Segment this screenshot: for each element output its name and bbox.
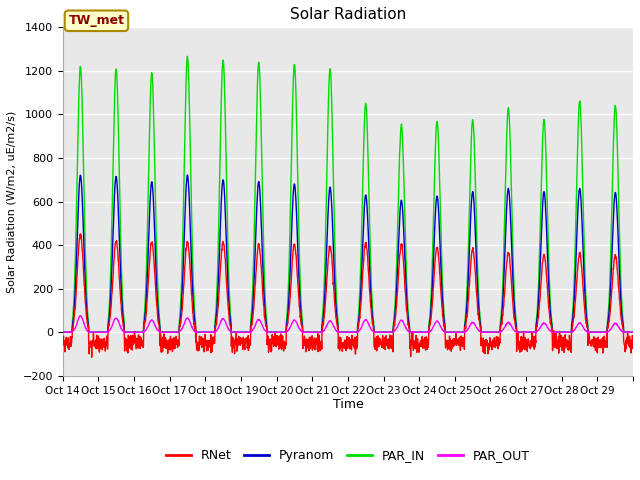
Text: TW_met: TW_met [68, 14, 124, 27]
Legend: RNet, Pyranom, PAR_IN, PAR_OUT: RNet, Pyranom, PAR_IN, PAR_OUT [161, 444, 535, 467]
Title: Solar Radiation: Solar Radiation [290, 7, 406, 22]
X-axis label: Time: Time [333, 398, 364, 411]
Y-axis label: Solar Radiation (W/m2, uE/m2/s): Solar Radiation (W/m2, uE/m2/s) [7, 110, 17, 293]
